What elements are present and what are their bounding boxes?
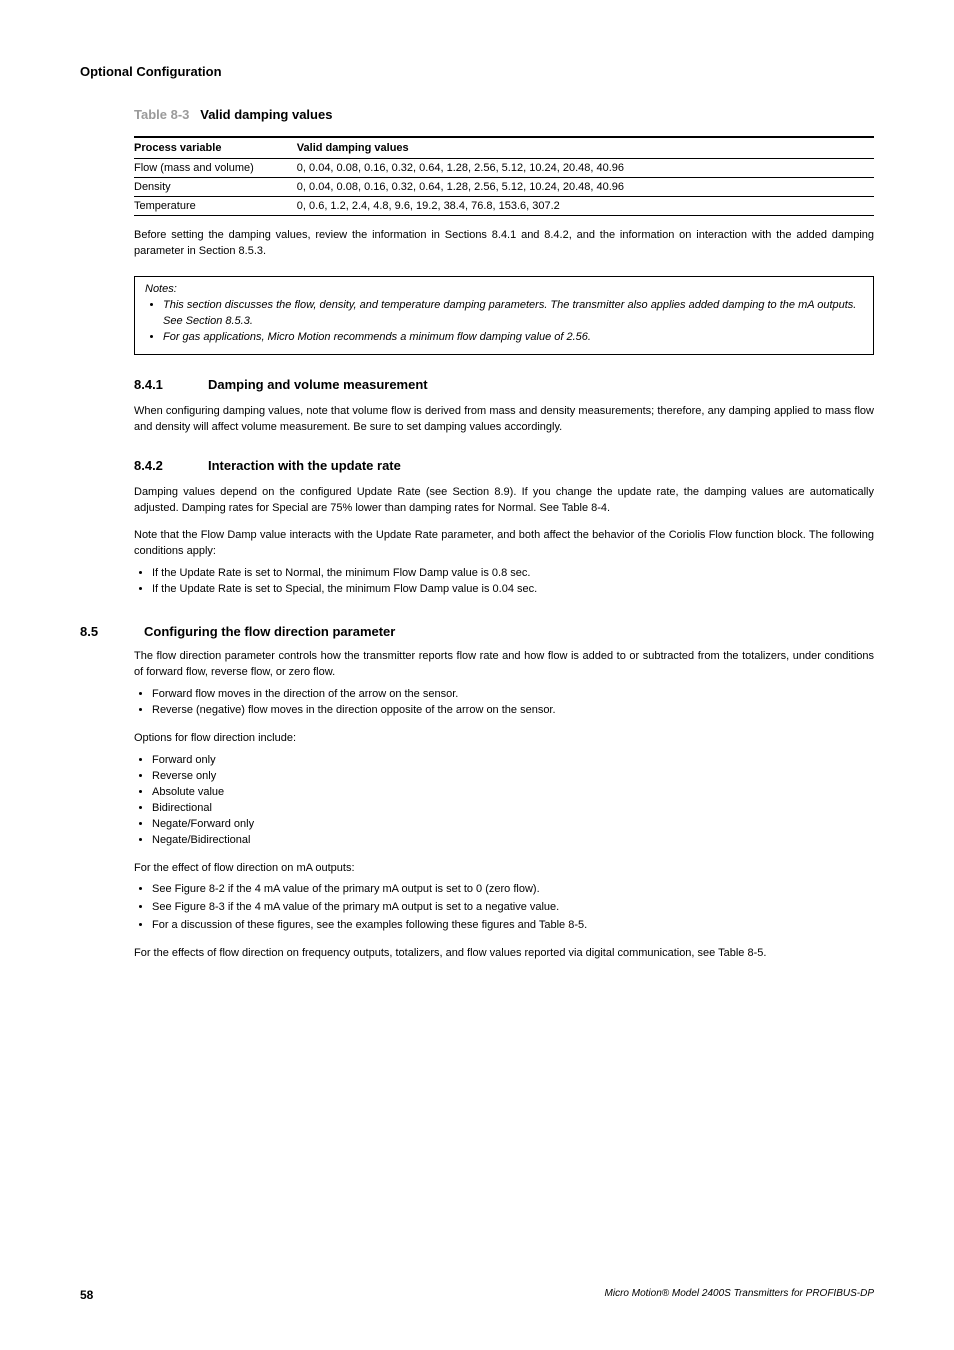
section-heading: 8.5 Configuring the flow direction param… xyxy=(80,624,874,639)
paragraph: The flow direction parameter controls ho… xyxy=(134,649,874,681)
subsection-number: 8.4.1 xyxy=(134,377,180,392)
subsection-heading: 8.4.1 Damping and volume measurement xyxy=(134,377,874,392)
subsection-heading: 8.4.2 Interaction with the update rate xyxy=(134,458,874,473)
section-title: Configuring the flow direction parameter xyxy=(144,624,395,639)
table-header: Process variable xyxy=(134,137,297,159)
table-row: Density 0, 0.04, 0.08, 0.16, 0.32, 0.64,… xyxy=(134,178,874,197)
table-label: Table 8-3 xyxy=(134,107,189,122)
list-item: Negate/Forward only xyxy=(152,817,874,833)
paragraph: Options for flow direction include: xyxy=(134,731,874,747)
table-caption: Table 8-3 Valid damping values xyxy=(134,107,874,122)
list-item: Absolute value xyxy=(152,785,874,801)
list-item: Negate/Bidirectional xyxy=(152,833,874,849)
table-header: Valid damping values xyxy=(297,137,874,159)
subsection-title: Interaction with the update rate xyxy=(208,458,401,473)
table-row: Temperature 0, 0.6, 1.2, 2.4, 4.8, 9.6, … xyxy=(134,197,874,216)
list-item: Reverse (negative) flow moves in the dir… xyxy=(152,703,874,719)
subsection-number: 8.4.2 xyxy=(134,458,180,473)
table-title: Valid damping values xyxy=(200,107,332,122)
note-block: Notes: This section discusses the flow, … xyxy=(134,276,874,355)
paragraph: For the effects of flow direction on fre… xyxy=(134,946,874,962)
paragraph: Note that the Flow Damp value interacts … xyxy=(134,528,874,560)
list-item: See Figure 8-2 if the 4 mA value of the … xyxy=(152,882,874,898)
paragraph: When configuring damping values, note th… xyxy=(134,404,874,436)
list-item: If the Update Rate is set to Special, th… xyxy=(152,582,874,598)
note-item: For gas applications, Micro Motion recom… xyxy=(163,330,863,346)
running-head: Optional Configuration xyxy=(80,64,874,79)
page-footer: 58 Micro Motion® Model 2400S Transmitter… xyxy=(80,1288,874,1302)
paragraph: Damping values depend on the configured … xyxy=(134,485,874,517)
list-item: See Figure 8-3 if the 4 mA value of the … xyxy=(152,900,874,916)
page-number: 58 xyxy=(80,1288,93,1302)
list-item: For a discussion of these figures, see t… xyxy=(152,918,874,934)
note-label: Notes: xyxy=(145,283,863,295)
list-item: Bidirectional xyxy=(152,801,874,817)
list-item: Forward flow moves in the direction of t… xyxy=(152,687,874,703)
damping-table: Process variable Valid damping values Fl… xyxy=(134,136,874,216)
footer-doc-title: Micro Motion® Model 2400S Transmitters f… xyxy=(605,1288,874,1302)
paragraph: Before setting the damping values, revie… xyxy=(134,228,874,260)
table-row: Flow (mass and volume) 0, 0.04, 0.08, 0.… xyxy=(134,159,874,178)
list-item: Forward only xyxy=(152,753,874,769)
subsection-title: Damping and volume measurement xyxy=(208,377,428,392)
list-item: If the Update Rate is set to Normal, the… xyxy=(152,566,874,582)
section-number: 8.5 xyxy=(80,624,108,639)
list-item: Reverse only xyxy=(152,769,874,785)
note-item: This section discusses the flow, density… xyxy=(163,298,863,330)
paragraph: For the effect of flow direction on mA o… xyxy=(134,861,874,877)
